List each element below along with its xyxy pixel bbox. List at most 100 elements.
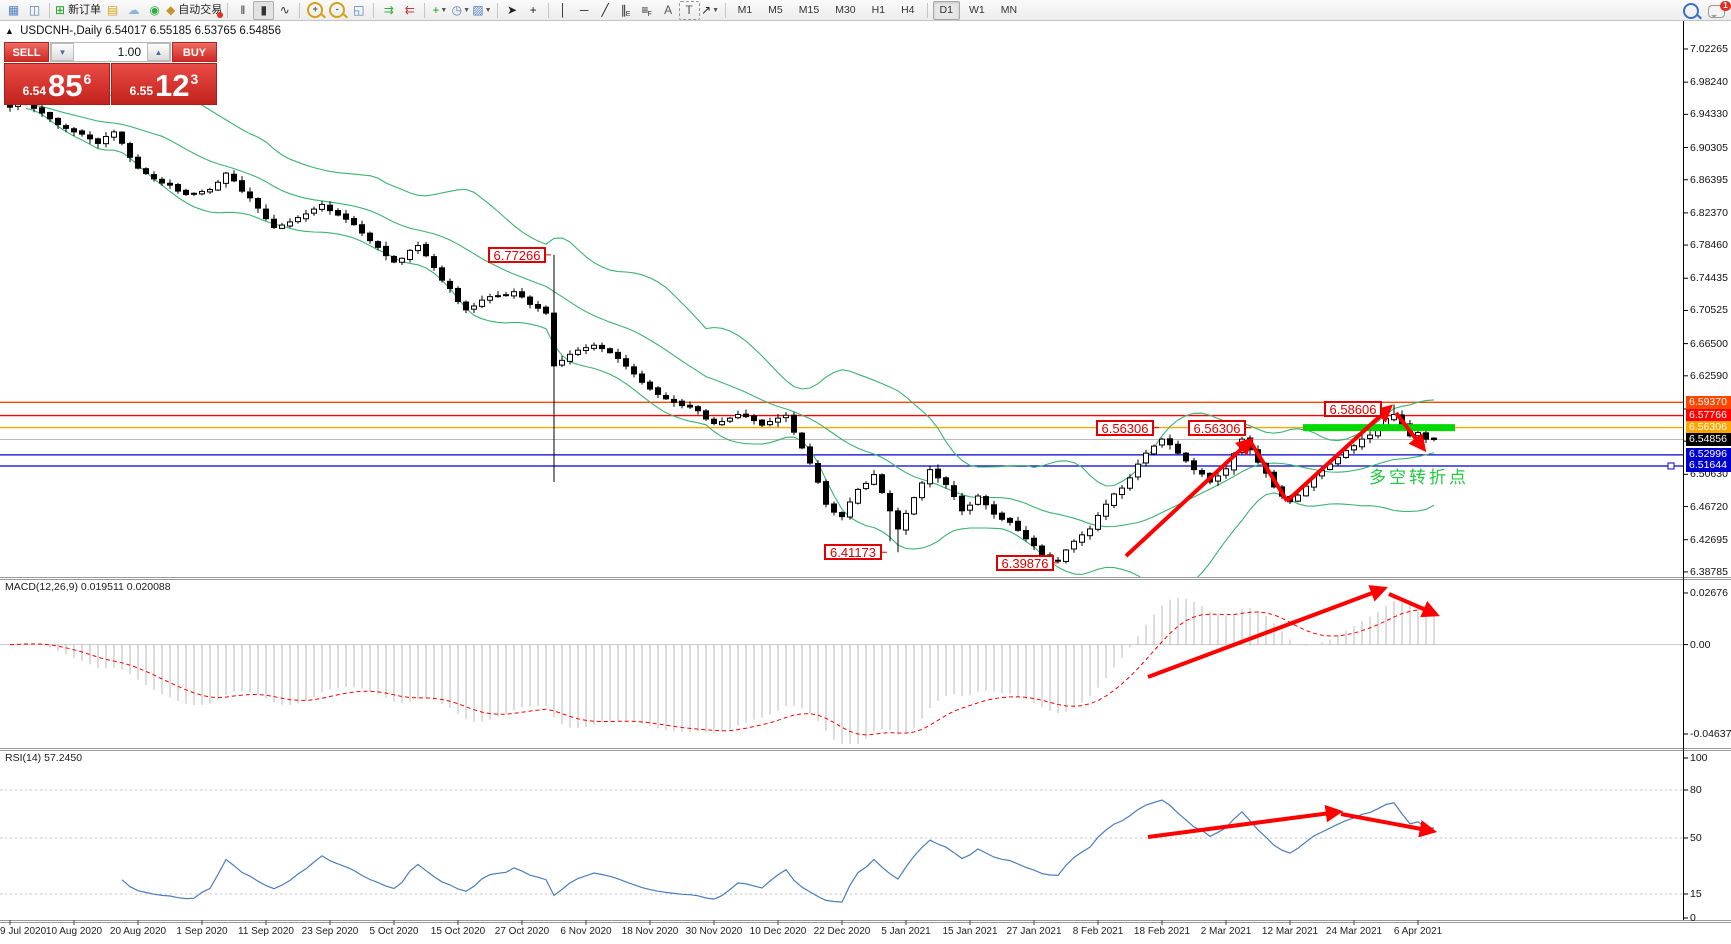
arrows-button[interactable]: ↗ ▼	[701, 2, 720, 17]
date-label: 10 Dec 2020	[749, 926, 807, 937]
crosshair-glyph: +	[529, 2, 537, 17]
one-click-trading-panel: SELL ▼ 1.00 ▲ BUY 6.54 85 6 6.55 12 3	[4, 42, 217, 105]
volume-decrease-button[interactable]: ▼	[51, 43, 74, 61]
periods-glyph: ◷	[451, 2, 463, 17]
price-line-label: 6.51644	[1686, 459, 1731, 473]
trendline-glyph: ╱	[601, 2, 609, 17]
date-label: 12 Mar 2021	[1261, 926, 1319, 937]
search-icon[interactable]	[1683, 3, 1699, 19]
date-label: 5 Jan 2021	[881, 926, 931, 937]
bar-chart-button[interactable]: ‖	[232, 1, 253, 20]
horizontal-line-glyph: ─	[579, 2, 589, 17]
sell-price-display[interactable]: 6.54 85 6	[4, 63, 110, 105]
equidistant-channel-button[interactable]: ∥ E	[620, 2, 631, 18]
timeframe-m15[interactable]: M15	[798, 3, 820, 16]
price-axis-tick: 6.38785	[1690, 565, 1728, 578]
toolbar: ▦ ◫ ⊞ 新订单 ▤ ☁ ◉ ◆ 自动交易 ‖ ▮ ∿ + - ◱ ⇉ ⇇ + ▼ ◷ ▼ ▨ ▼ ➤ + │ ─ ╱ ∥ E ≡ F A T ↗…	[0, 0, 1731, 21]
toolbar-separator	[547, 2, 549, 18]
macd-pane	[0, 597, 1683, 744]
timeframe-m5[interactable]: M5	[768, 3, 783, 16]
toolbar-separator	[299, 2, 301, 18]
macd-label: MACD(12,26,9) 0.019511 0.020088	[5, 581, 171, 593]
toolbar-separator	[49, 2, 50, 18]
date-label: 9 Jul 2020	[0, 926, 47, 937]
timeframe-m1[interactable]: M1	[737, 3, 753, 16]
volume-stepper[interactable]: ▼ 1.00 ▲	[50, 42, 171, 62]
signals-icon-glyph: ◉	[149, 2, 160, 17]
date-label: 10 Aug 2020	[45, 926, 103, 937]
zoom-in-button[interactable]: +	[307, 2, 324, 18]
tile-windows-button[interactable]: ◱	[348, 1, 369, 20]
date-label: 18 Nov 2020	[621, 926, 679, 937]
global-view-icon-glyph: ☁	[127, 2, 140, 17]
candles	[7, 100, 1437, 564]
price-axis-tick: 6.78460	[1690, 239, 1728, 252]
timeframe-mn[interactable]: MN	[1000, 3, 1018, 16]
volume-increase-button[interactable]: ▲	[147, 43, 170, 61]
toolbar-right-icons: 1	[1680, 0, 1731, 19]
date-label: 1 Sep 2020	[176, 926, 228, 937]
macd-axis-min: -0.046374	[1690, 728, 1731, 740]
date-label: 20 Aug 2020	[109, 926, 167, 937]
autotrading-button[interactable]: ◆ 自动交易	[166, 2, 224, 18]
toolbar-separator	[424, 2, 426, 18]
trendline-button[interactable]: ╱	[595, 1, 616, 20]
timeframe-d1[interactable]: D1	[932, 0, 960, 20]
text-label-button[interactable]: T	[678, 0, 700, 20]
signals-icon[interactable]: ◉	[144, 1, 165, 20]
new-order-button[interactable]: ⊞ 新订单	[55, 2, 102, 17]
history-center-icon-glyph: ▤	[106, 2, 119, 17]
history-center-icon[interactable]: ▤	[102, 1, 123, 20]
timeframe-h4[interactable]: H4	[901, 3, 915, 16]
indicators-button[interactable]: + ▼	[432, 2, 448, 17]
toolbar-separator	[496, 2, 498, 18]
templates-button[interactable]: ▨ ▼	[472, 2, 492, 17]
price-axis-tick: 6.46720	[1690, 500, 1728, 513]
timeframe-m30[interactable]: M30	[835, 3, 856, 16]
indicators-glyph: +	[432, 2, 440, 17]
timeframe-w1[interactable]: W1	[968, 3, 985, 16]
crosshair-button[interactable]: +	[523, 1, 544, 20]
chart-shift-button[interactable]: ⇇	[399, 1, 420, 20]
date-label: 2 Mar 2021	[1200, 926, 1252, 937]
buy-price-display[interactable]: 6.55 12 3	[111, 63, 217, 105]
templates-glyph: ▨	[472, 2, 484, 17]
rsi-axis-tick: 0	[1690, 912, 1696, 924]
volume-value[interactable]: 1.00	[117, 45, 141, 59]
chat-icon[interactable]: 1	[1708, 0, 1731, 18]
sell-button[interactable]: SELL	[4, 42, 49, 62]
text-button[interactable]: A	[658, 1, 679, 20]
price-axis-tick: 6.94330	[1690, 108, 1728, 121]
fibonacci-glyph: ≡	[641, 2, 649, 17]
rsi-axis-tick: 15	[1690, 888, 1702, 900]
zoom-out-button[interactable]: -	[329, 2, 346, 18]
fibonacci-button[interactable]: ≡ F	[641, 2, 652, 18]
vertical-line-button[interactable]: │	[553, 1, 574, 20]
candlestick-chart-button[interactable]: ▮	[253, 0, 275, 20]
chart-shift-glyph: ⇇	[404, 2, 415, 17]
rsi-axis-tick: 100	[1690, 752, 1708, 764]
price-axis-tick: 6.82370	[1690, 206, 1728, 219]
buy-button[interactable]: BUY	[172, 42, 217, 62]
date-label: 15 Jan 2021	[942, 926, 998, 937]
cursor-glyph: ➤	[507, 2, 518, 17]
price-axis-tick: 6.42695	[1690, 533, 1728, 546]
bull-bear-turning-point-annotation: 多空转折点	[1369, 468, 1469, 487]
periods-button[interactable]: ◷ ▼	[451, 2, 470, 17]
date-label: 6 Apr 2021	[1393, 926, 1443, 937]
timeframe-h1[interactable]: H1	[871, 3, 886, 16]
new-chart-icon[interactable]: ▦	[3, 1, 24, 20]
date-label: 5 Oct 2020	[369, 926, 419, 937]
date-label: 24 Mar 2021	[1325, 926, 1383, 937]
price-axis-tick: 6.62590	[1690, 369, 1728, 382]
sell-price-pips: 85	[48, 68, 83, 103]
arrows-glyph: ↗	[701, 2, 712, 17]
auto-scroll-button[interactable]: ⇉	[378, 1, 399, 20]
chart-profiles-icon[interactable]: ◫	[24, 1, 45, 20]
cursor-button[interactable]: ➤	[502, 1, 523, 20]
global-view-icon[interactable]: ☁	[123, 1, 144, 20]
macd-axis-zero: 0.00	[1690, 638, 1711, 651]
horizontal-line-button[interactable]: ─	[574, 1, 595, 20]
price-callout-label: 6.58606	[1324, 400, 1382, 417]
line-chart-button[interactable]: ∿	[274, 1, 295, 20]
